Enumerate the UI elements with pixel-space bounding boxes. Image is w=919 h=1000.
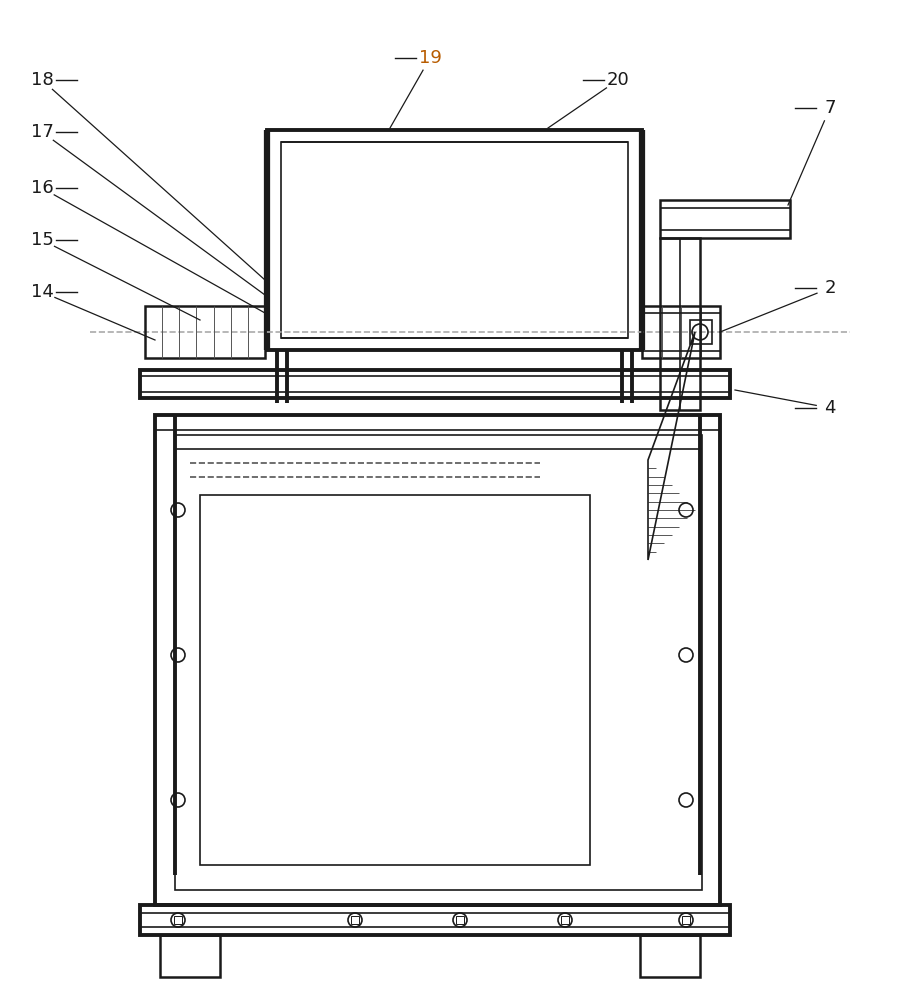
Bar [174, 916, 182, 924]
Text: 14: 14 [30, 283, 53, 301]
Bar [140, 370, 730, 398]
Bar [160, 935, 220, 977]
Text: 19: 19 [418, 49, 441, 67]
Bar [145, 306, 265, 358]
Bar [690, 320, 712, 344]
Text: 4: 4 [824, 399, 835, 417]
Bar [200, 495, 590, 865]
Bar [682, 916, 690, 924]
Bar [642, 306, 720, 358]
Bar [351, 916, 359, 924]
Text: 20: 20 [607, 71, 630, 89]
Text: 2: 2 [824, 279, 835, 297]
Text: 7: 7 [824, 99, 835, 117]
Bar [140, 905, 730, 935]
Bar [175, 435, 702, 890]
Bar [561, 916, 569, 924]
Bar [267, 130, 642, 350]
Bar [640, 935, 700, 977]
Bar [660, 238, 700, 410]
Text: 16: 16 [30, 179, 53, 197]
Text: 18: 18 [30, 71, 53, 89]
Text: 17: 17 [30, 123, 53, 141]
Text: 15: 15 [30, 231, 53, 249]
Bar [155, 415, 720, 905]
Bar [456, 916, 464, 924]
Bar [660, 200, 790, 238]
Bar [281, 142, 628, 338]
